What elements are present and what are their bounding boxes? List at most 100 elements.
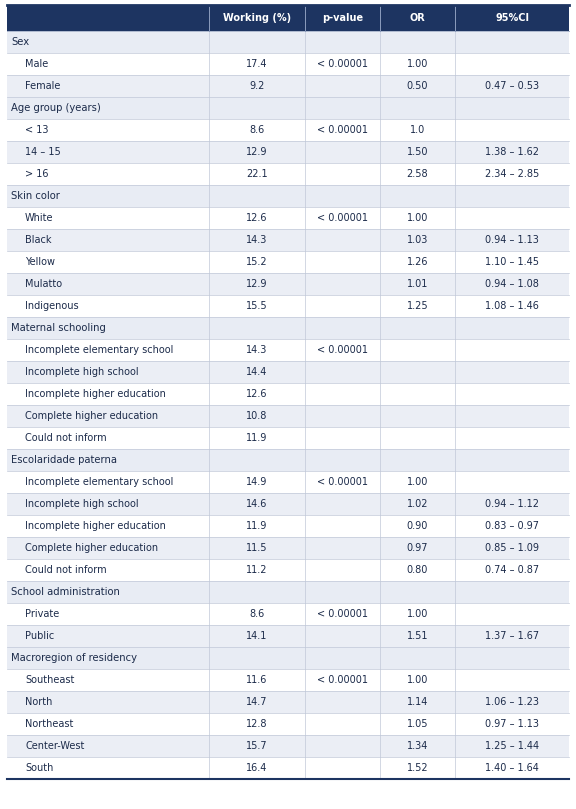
Bar xyxy=(7,53,569,75)
Text: 1.25 – 1.44: 1.25 – 1.44 xyxy=(485,741,539,751)
Bar xyxy=(7,185,569,207)
Text: Southeast: Southeast xyxy=(25,675,74,685)
Text: Black: Black xyxy=(25,235,51,245)
Text: 1.25: 1.25 xyxy=(407,301,429,311)
Bar xyxy=(7,75,569,97)
Text: Maternal schooling: Maternal schooling xyxy=(11,323,106,333)
Text: 0.94 – 1.08: 0.94 – 1.08 xyxy=(485,279,539,289)
Bar xyxy=(7,163,569,185)
Text: Incomplete high school: Incomplete high school xyxy=(25,499,139,509)
Text: 11.5: 11.5 xyxy=(247,543,268,553)
Text: Incomplete higher education: Incomplete higher education xyxy=(25,521,166,531)
Text: 1.40 – 1.64: 1.40 – 1.64 xyxy=(485,763,539,773)
Text: 12.6: 12.6 xyxy=(247,389,268,399)
Text: White: White xyxy=(25,213,54,223)
Text: < 0.00001: < 0.00001 xyxy=(317,609,368,619)
Text: 11.6: 11.6 xyxy=(247,675,268,685)
Text: 12.9: 12.9 xyxy=(247,147,268,157)
Text: 14.9: 14.9 xyxy=(247,477,268,487)
Text: 12.9: 12.9 xyxy=(247,279,268,289)
Text: p-value: p-value xyxy=(322,13,363,23)
Text: 1.14: 1.14 xyxy=(407,697,428,707)
Bar xyxy=(7,361,569,383)
Text: 14.1: 14.1 xyxy=(247,631,268,641)
Text: 1.03: 1.03 xyxy=(407,235,428,245)
Bar xyxy=(7,449,569,471)
Text: 1.51: 1.51 xyxy=(407,631,428,641)
Bar xyxy=(7,295,569,317)
Bar xyxy=(7,5,569,31)
Text: South: South xyxy=(25,763,54,773)
Text: 1.00: 1.00 xyxy=(407,609,428,619)
Text: 8.6: 8.6 xyxy=(249,125,264,135)
Text: 1.00: 1.00 xyxy=(407,213,428,223)
Text: Private: Private xyxy=(25,609,59,619)
Text: Complete higher education: Complete higher education xyxy=(25,543,158,553)
Text: Indigenous: Indigenous xyxy=(25,301,79,311)
Bar xyxy=(7,207,569,229)
Bar xyxy=(7,581,569,603)
Text: Center-West: Center-West xyxy=(25,741,84,751)
Text: 8.6: 8.6 xyxy=(249,609,264,619)
Text: 0.94 – 1.12: 0.94 – 1.12 xyxy=(485,499,539,509)
Text: Mulatto: Mulatto xyxy=(25,279,62,289)
Text: Escolaridade paterna: Escolaridade paterna xyxy=(11,455,117,465)
Text: 15.7: 15.7 xyxy=(246,741,268,751)
Text: 1.01: 1.01 xyxy=(407,279,428,289)
Bar xyxy=(7,427,569,449)
Bar xyxy=(7,97,569,119)
Text: 95%CI: 95%CI xyxy=(495,13,529,23)
Bar xyxy=(7,273,569,295)
Text: 1.00: 1.00 xyxy=(407,59,428,69)
Bar xyxy=(7,251,569,273)
Text: 14.7: 14.7 xyxy=(247,697,268,707)
Bar xyxy=(7,119,569,141)
Bar xyxy=(7,31,569,53)
Text: 1.08 – 1.46: 1.08 – 1.46 xyxy=(485,301,539,311)
Text: 14.4: 14.4 xyxy=(247,367,268,377)
Text: Incomplete high school: Incomplete high school xyxy=(25,367,139,377)
Text: Public: Public xyxy=(25,631,54,641)
Bar xyxy=(7,383,569,405)
Text: Macroregion of residency: Macroregion of residency xyxy=(11,653,137,663)
Text: 11.2: 11.2 xyxy=(247,565,268,575)
Text: 16.4: 16.4 xyxy=(247,763,268,773)
Bar xyxy=(7,317,569,339)
Text: 22.1: 22.1 xyxy=(246,169,268,179)
Bar xyxy=(7,691,569,713)
Text: 12.6: 12.6 xyxy=(247,213,268,223)
Bar xyxy=(7,471,569,493)
Text: Sex: Sex xyxy=(11,37,29,47)
Text: Working (%): Working (%) xyxy=(223,13,291,23)
Text: < 0.00001: < 0.00001 xyxy=(317,213,368,223)
Text: < 0.00001: < 0.00001 xyxy=(317,675,368,685)
Text: 9.2: 9.2 xyxy=(249,81,265,91)
Text: 0.85 – 1.09: 0.85 – 1.09 xyxy=(485,543,539,553)
Bar xyxy=(7,515,569,537)
Text: 1.26: 1.26 xyxy=(407,257,428,267)
Text: Complete higher education: Complete higher education xyxy=(25,411,158,421)
Text: Skin color: Skin color xyxy=(11,191,60,201)
Text: 0.47 – 0.53: 0.47 – 0.53 xyxy=(485,81,539,91)
Text: 0.74 – 0.87: 0.74 – 0.87 xyxy=(485,565,539,575)
Text: 2.34 – 2.85: 2.34 – 2.85 xyxy=(485,169,539,179)
Text: Incomplete elementary school: Incomplete elementary school xyxy=(25,477,173,487)
Bar xyxy=(7,647,569,669)
Text: 17.4: 17.4 xyxy=(247,59,268,69)
Text: < 13: < 13 xyxy=(25,125,48,135)
Text: < 0.00001: < 0.00001 xyxy=(317,345,368,355)
Text: 14.3: 14.3 xyxy=(247,235,268,245)
Bar xyxy=(7,669,569,691)
Text: 14.6: 14.6 xyxy=(247,499,268,509)
Text: 15.2: 15.2 xyxy=(246,257,268,267)
Text: 1.05: 1.05 xyxy=(407,719,428,729)
Text: 1.52: 1.52 xyxy=(407,763,429,773)
Text: > 16: > 16 xyxy=(25,169,48,179)
Text: 10.8: 10.8 xyxy=(247,411,268,421)
Bar xyxy=(7,141,569,163)
Text: 1.06 – 1.23: 1.06 – 1.23 xyxy=(485,697,539,707)
Text: Yellow: Yellow xyxy=(25,257,55,267)
Text: 1.10 – 1.45: 1.10 – 1.45 xyxy=(485,257,539,267)
Text: Age group (years): Age group (years) xyxy=(11,103,101,113)
Text: < 0.00001: < 0.00001 xyxy=(317,125,368,135)
